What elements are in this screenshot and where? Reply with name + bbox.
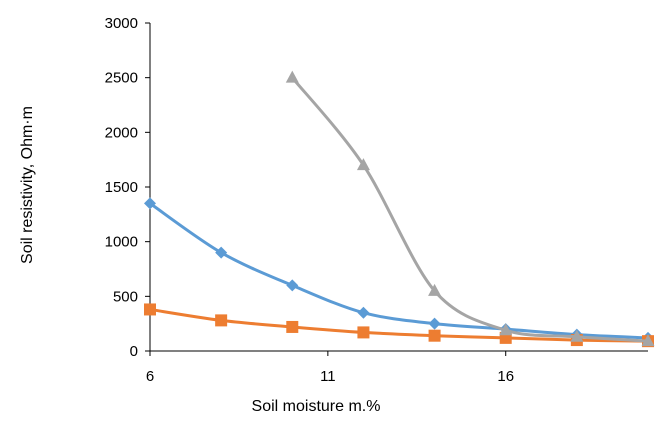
- data-point: [215, 314, 228, 327]
- y-tick-label: 1500: [105, 179, 138, 196]
- y-tick-label: 2500: [105, 70, 138, 87]
- data-point: [570, 329, 584, 342]
- tick-labels: 0 500 1000 1500 2000 2500 3000 6 11 16: [105, 15, 514, 385]
- series-group: [144, 70, 655, 348]
- data-point: [215, 246, 228, 259]
- data-point: [428, 317, 441, 330]
- data-point: [285, 70, 299, 83]
- data-point: [357, 306, 370, 319]
- x-axis-title: Soil moisture m.%: [252, 398, 381, 415]
- data-point: [286, 320, 299, 333]
- data-point: [428, 329, 441, 342]
- series-line: [149, 307, 649, 343]
- y-tick-label: 1000: [105, 234, 138, 251]
- data-point: [499, 323, 513, 336]
- y-tick-label: 500: [113, 288, 138, 305]
- data-point: [428, 283, 442, 296]
- data-point: [356, 158, 370, 171]
- data-point: [357, 326, 370, 339]
- x-tick-label: 6: [146, 368, 154, 385]
- data-point: [641, 334, 655, 347]
- y-tick-label: 3000: [105, 15, 138, 32]
- series-3: [285, 70, 655, 347]
- x-tick-label: 11: [320, 368, 336, 385]
- data-point: [286, 279, 299, 292]
- axes: [145, 22, 648, 356]
- y-tick-label: 0: [130, 343, 138, 360]
- data-point: [144, 197, 156, 210]
- y-axis-title: Soil resistivity, Ohm·m: [19, 106, 36, 264]
- x-tick-label: 16: [497, 368, 514, 385]
- y-tick-label: 2000: [105, 124, 138, 141]
- series-line: [291, 76, 649, 343]
- data-point: [144, 303, 156, 316]
